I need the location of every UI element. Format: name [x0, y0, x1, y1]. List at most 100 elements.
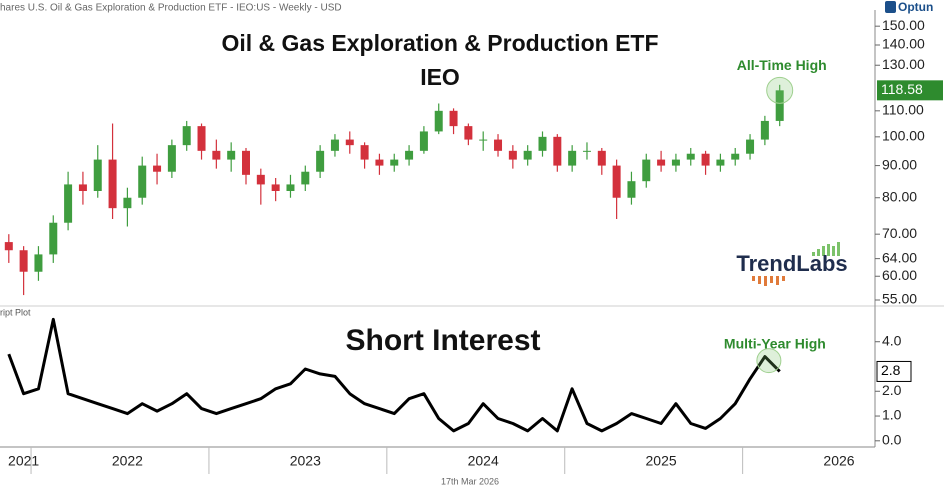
- candle-body: [597, 150, 606, 166]
- x-tick-label: 2026: [823, 453, 854, 469]
- candle-body: [582, 150, 591, 152]
- candle-body: [360, 145, 369, 160]
- y-tick-label: 80.00: [882, 188, 917, 204]
- last-value-box: [877, 80, 943, 101]
- candle-body: [167, 145, 176, 172]
- y-tick-label: 2.0: [882, 382, 902, 398]
- candle-body: [286, 184, 295, 191]
- candle-body: [642, 159, 651, 182]
- candle-body: [345, 139, 354, 146]
- candle-body: [746, 139, 755, 154]
- watermark-bar: [782, 276, 785, 281]
- y-tick-label: 130.00: [882, 56, 925, 72]
- watermark-bar: [776, 276, 779, 285]
- candle-body: [330, 139, 339, 151]
- watermark-bars: [752, 242, 840, 286]
- y-tick-label: 100.00: [882, 128, 925, 144]
- watermark-bar: [770, 276, 773, 283]
- last-value-label: 118.58: [881, 81, 923, 97]
- watermark: TrendLabs: [736, 251, 847, 276]
- candle-body: [731, 153, 740, 160]
- x-tick-label: 2022: [112, 453, 143, 469]
- watermark-bar: [827, 244, 830, 256]
- annotation: Multi-Year High: [724, 335, 826, 351]
- candle-body: [182, 126, 191, 146]
- x-tick-label: 2024: [468, 453, 499, 469]
- candle-body: [390, 159, 399, 166]
- last-value-label: 2.8: [881, 362, 901, 378]
- candle-body: [508, 150, 517, 160]
- candle-body: [701, 153, 710, 166]
- candle-body: [49, 222, 58, 255]
- y-tick-label: 70.00: [882, 225, 917, 241]
- chart-subtitle: IEO: [420, 64, 460, 90]
- y-tick-label: 90.00: [882, 156, 917, 172]
- candle-body: [523, 150, 532, 160]
- candle-body: [212, 150, 221, 160]
- candle-body: [78, 184, 87, 191]
- x-tick-label: 2021: [8, 453, 39, 469]
- logo-icon: [885, 1, 896, 13]
- candle-body: [716, 159, 725, 166]
- watermark-bar: [817, 249, 820, 256]
- candle-body: [405, 150, 414, 160]
- chart-title: Oil & Gas Exploration & Production ETF: [221, 30, 658, 56]
- candle-body: [671, 159, 680, 166]
- watermark-bar: [758, 276, 761, 284]
- candle-body: [538, 136, 547, 151]
- annotation-circle: [756, 348, 782, 374]
- logo: Optun: [898, 0, 933, 14]
- candle-body: [449, 110, 458, 127]
- candle-body: [494, 139, 503, 151]
- candle-body: [657, 159, 666, 166]
- last-value-box: [876, 360, 912, 382]
- candle-body: [479, 139, 488, 141]
- candle-body: [93, 159, 102, 191]
- candle-body: [271, 184, 280, 191]
- annotation-circle: [766, 76, 794, 104]
- candle-body: [242, 150, 250, 175]
- annotation: All-Time High: [737, 57, 827, 73]
- candle-body: [301, 171, 310, 185]
- candle-body: [153, 165, 162, 172]
- y-tick-label: 60.00: [882, 267, 917, 283]
- candle-body: [108, 159, 117, 209]
- y-tick-label: 150.00: [882, 17, 925, 33]
- candle-body: [316, 150, 325, 172]
- candle-body: [64, 184, 73, 223]
- panel-title: Short Interest: [345, 324, 540, 357]
- short-interest-line: [7, 317, 781, 433]
- candle-body: [197, 126, 206, 151]
- candles: [4, 84, 784, 296]
- candle-body: [553, 136, 562, 166]
- candle-body: [138, 165, 147, 198]
- candle-body: [227, 150, 236, 160]
- x-tick-label: 2023: [290, 453, 321, 469]
- candle-body: [760, 120, 769, 140]
- y-tick-label: 4.0: [882, 332, 902, 348]
- watermark-bar: [752, 276, 755, 281]
- candle-body: [256, 174, 265, 185]
- x-tick-label: 2025: [646, 453, 677, 469]
- candle-body: [34, 254, 43, 272]
- panel-label: ript Plot: [0, 307, 31, 317]
- watermark-bar: [822, 246, 825, 256]
- y-tick-label: 0.0: [882, 432, 902, 448]
- candle-body: [464, 126, 473, 140]
- watermark-bar: [832, 246, 835, 256]
- header: hares U.S. Oil & Gas Exploration & Produ…: [0, 3, 342, 14]
- watermark-bar: [764, 276, 767, 286]
- candle-body: [612, 165, 621, 198]
- y-tick-label: 1.0: [882, 407, 902, 423]
- y-tick-label: 110.00: [882, 102, 924, 118]
- candle-body: [419, 131, 428, 151]
- y-tick-label: 64.00: [882, 249, 917, 265]
- candle-body: [19, 250, 28, 272]
- footer-date: 17th Mar 2026: [441, 476, 499, 486]
- candle-body: [375, 159, 384, 166]
- candle-body: [434, 110, 443, 132]
- candle-body: [568, 150, 577, 166]
- watermark-bar: [812, 252, 815, 256]
